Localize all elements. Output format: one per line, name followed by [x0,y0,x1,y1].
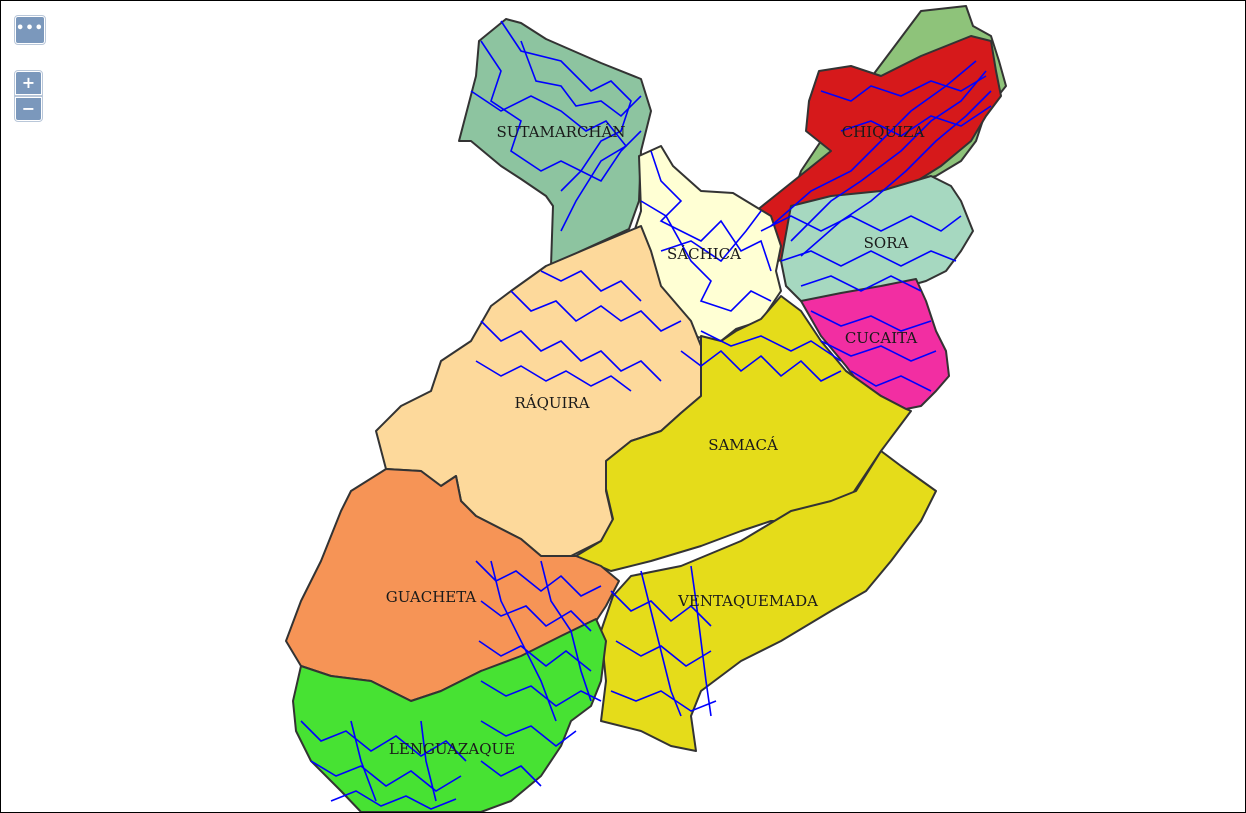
region-lenguazaque[interactable] [292,618,607,812]
label-sora: SORA [864,234,909,252]
label-sachica: SÁCHICA [667,245,741,263]
layer-switcher-button[interactable]: ••• [14,15,46,45]
region-sutamarchan[interactable] [458,18,652,267]
road-network [300,20,992,810]
label-chiquiza: CHIQUIZA [842,123,925,141]
region-sora[interactable] [780,175,974,307]
label-raquira: RÁQUIRA [514,394,589,412]
region-ventaquemada[interactable] [600,450,937,752]
label-lenguazaque: LENGUAZAQUE [389,740,515,758]
zoom-out-button[interactable]: − [14,96,43,122]
label-samaca: SAMACÁ [708,436,778,454]
label-cucaita: CUCAITA [845,329,918,347]
zoom-in-button[interactable]: + [14,70,43,96]
label-guacheta: GUACHETA [386,588,477,606]
label-sutamarchan: SUTAMARCHÁN [497,123,626,141]
label-ventaquemada: VENTAQUEMADA [677,592,818,610]
